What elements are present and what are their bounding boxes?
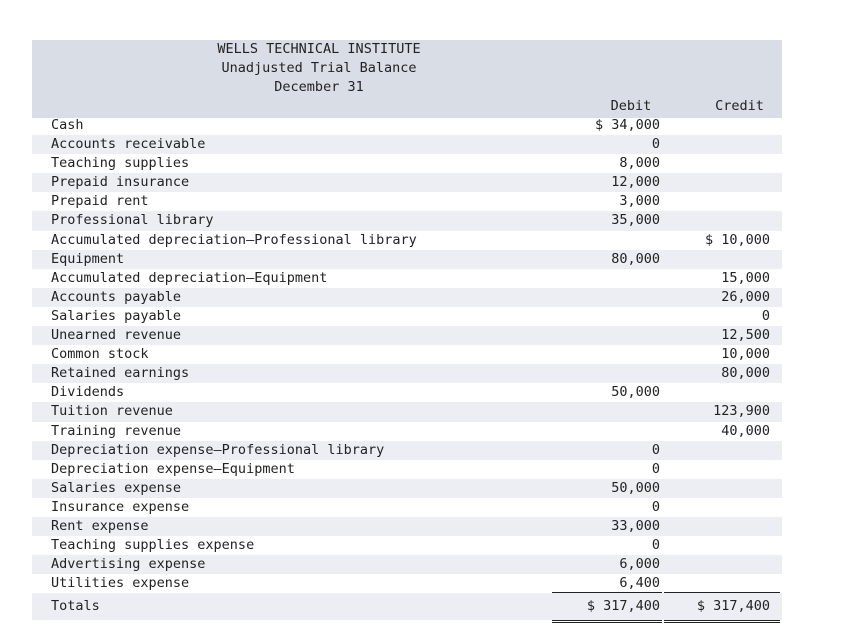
debit-amount: 0 — [651, 460, 660, 477]
debit-amount: 0 — [651, 441, 660, 458]
table-row: Accumulated depreciation—Equipment 15,000 — [32, 269, 782, 288]
account-name: Common stock — [51, 346, 149, 363]
credit-double-rule-2 — [664, 622, 780, 623]
debit-total-rule — [552, 592, 662, 593]
account-rows: Cash $ 34,000 Accounts receivable 0 Teaching… — [32, 116, 782, 593]
debit-amount: 80,000 — [611, 250, 660, 267]
account-name: Accounts receivable — [51, 136, 206, 153]
debit-amount: 50,000 — [611, 384, 660, 401]
debit-amount: 0 — [651, 498, 660, 515]
report-date: December 31 — [274, 79, 364, 95]
totals-label: Totals — [51, 598, 100, 614]
table-row: Equipment 80,000 — [32, 249, 782, 269]
table-row: Insurance expense 0 — [32, 498, 782, 517]
table-row: Cash $ 34,000 — [32, 116, 782, 135]
table-row: Unearned revenue 12,500 — [32, 326, 782, 346]
account-name: Accumulated depreciation—Equipment — [51, 269, 328, 286]
account-name: Depreciation expense—Equipment — [51, 460, 295, 477]
table-row: Salaries payable 0 — [32, 307, 782, 326]
debit-amount: 0 — [651, 537, 660, 554]
table-row: Rent expense 33,000 — [32, 516, 782, 537]
debit-amount: 6,400 — [619, 575, 660, 592]
account-name: Salaries expense — [51, 479, 182, 496]
account-name: Accumulated depreciation—Professional li… — [51, 231, 417, 248]
debit-amount: 0 — [651, 136, 660, 153]
table-row: Depreciation expense—Equipment 0 — [32, 460, 782, 479]
debit-double-rule-2 — [552, 622, 662, 623]
account-name: Unearned revenue — [51, 327, 182, 344]
debit-amount: 8,000 — [619, 155, 660, 172]
credit-amount: 26,000 — [721, 288, 770, 305]
account-name: Rent expense — [51, 517, 149, 534]
table-row: Common stock 10,000 — [32, 345, 782, 364]
credit-amount: 15,000 — [721, 269, 770, 286]
debit-amount: 50,000 — [611, 479, 660, 496]
table-row: Accounts receivable 0 — [32, 135, 782, 155]
credit-amount: $ 10,000 — [704, 231, 770, 248]
totals-debit: $ 317,400 — [586, 598, 660, 614]
account-name: Prepaid insurance — [51, 174, 190, 191]
account-name: Salaries payable — [51, 307, 182, 324]
table-row: Accounts payable 26,000 — [32, 287, 782, 307]
debit-amount: 33,000 — [611, 517, 660, 534]
account-name: Professional library — [51, 212, 214, 229]
account-name: Depreciation expense—Professional librar… — [51, 441, 385, 458]
account-name: Retained earnings — [51, 365, 190, 382]
account-name: Utilities expense — [51, 575, 190, 592]
credit-amount: 40,000 — [721, 422, 770, 439]
totals-credit: $ 317,400 — [696, 598, 770, 614]
table-row: Retained earnings 80,000 — [32, 364, 782, 384]
account-name: Cash — [51, 117, 84, 133]
credit-amount: 123,900 — [713, 403, 770, 420]
debit-amount: $ 34,000 — [594, 117, 660, 133]
debit-double-rule-1 — [552, 620, 662, 621]
table-row: Teaching supplies expense 0 — [32, 536, 782, 555]
account-name: Advertising expense — [51, 556, 206, 573]
credit-column-header: Credit — [715, 98, 764, 114]
table-row: Accumulated depreciation—Professional li… — [32, 231, 782, 250]
debit-amount: 6,000 — [619, 556, 660, 573]
company-name: WELLS TECHNICAL INSTITUTE — [217, 41, 421, 57]
account-name: Teaching supplies — [51, 155, 190, 172]
table-row: Prepaid rent 3,000 — [32, 192, 782, 211]
table-row: Depreciation expense—Professional librar… — [32, 440, 782, 460]
trial-balance-sheet: WELLS TECHNICAL INSTITUTE Unadjusted Tri… — [32, 40, 782, 623]
debit-column-header: Debit — [610, 98, 652, 114]
account-name: Teaching supplies expense — [51, 537, 255, 554]
table-row: Utilities expense 6,400 — [32, 574, 782, 593]
totals-row: Totals $ 317,400 $ 317,400 — [32, 593, 782, 620]
account-name: Prepaid rent — [51, 193, 149, 210]
account-name: Insurance expense — [51, 498, 190, 515]
credit-double-rule-1 — [664, 620, 780, 621]
table-row: Professional library 35,000 — [32, 211, 782, 231]
account-name: Accounts payable — [51, 288, 182, 305]
table-row: Dividends 50,000 — [32, 383, 782, 402]
table-row: Salaries expense 50,000 — [32, 478, 782, 498]
credit-amount: 0 — [761, 307, 770, 324]
table-row: Prepaid insurance 12,000 — [32, 173, 782, 193]
table-row: Tuition revenue 123,900 — [32, 402, 782, 422]
report-header: WELLS TECHNICAL INSTITUTE Unadjusted Tri… — [32, 40, 782, 118]
account-name: Training revenue — [51, 422, 182, 439]
credit-amount: 80,000 — [721, 365, 770, 382]
debit-amount: 3,000 — [619, 193, 660, 210]
credit-amount: 10,000 — [721, 346, 770, 363]
table-row: Teaching supplies 8,000 — [32, 154, 782, 173]
table-row: Training revenue 40,000 — [32, 422, 782, 441]
account-name: Equipment — [51, 250, 125, 267]
account-name: Dividends — [51, 384, 125, 401]
credit-amount: 12,500 — [721, 327, 770, 344]
debit-amount: 12,000 — [611, 174, 660, 191]
account-name: Tuition revenue — [51, 403, 173, 420]
table-row: Advertising expense 6,000 — [32, 555, 782, 575]
credit-total-rule — [664, 592, 780, 593]
report-title: Unadjusted Trial Balance — [221, 60, 417, 76]
debit-amount: 35,000 — [611, 212, 660, 229]
